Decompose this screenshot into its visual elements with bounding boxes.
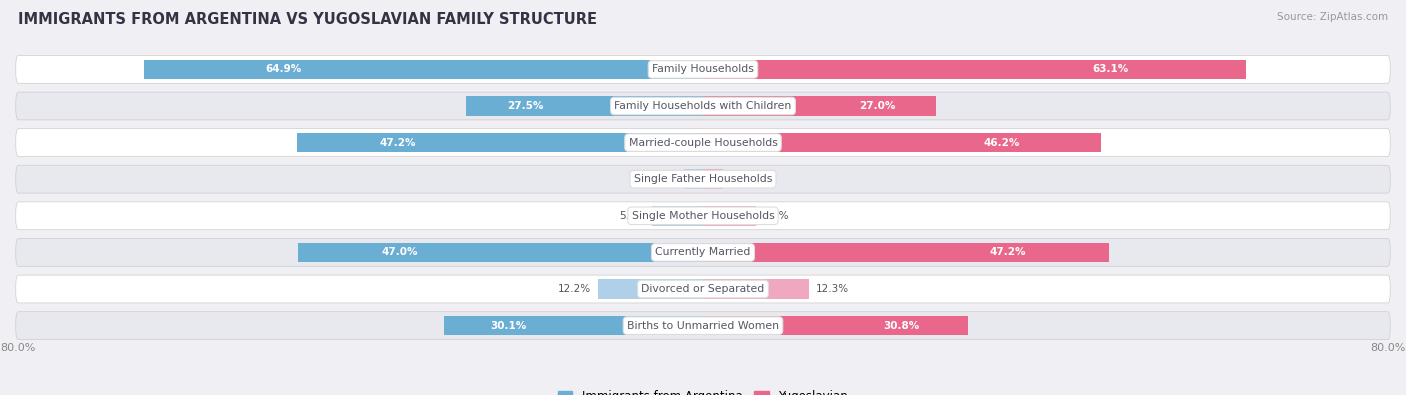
Text: 80.0%: 80.0% [0, 342, 37, 353]
Bar [652, 206, 703, 226]
Text: Married-couple Households: Married-couple Households [628, 137, 778, 148]
Text: 27.5%: 27.5% [508, 101, 544, 111]
Bar [703, 316, 969, 335]
FancyBboxPatch shape [15, 165, 1391, 193]
Text: Family Households with Children: Family Households with Children [614, 101, 792, 111]
Text: Source: ZipAtlas.com: Source: ZipAtlas.com [1277, 12, 1388, 22]
Text: 6.1%: 6.1% [762, 211, 789, 221]
Text: IMMIGRANTS FROM ARGENTINA VS YUGOSLAVIAN FAMILY STRUCTURE: IMMIGRANTS FROM ARGENTINA VS YUGOSLAVIAN… [18, 12, 598, 27]
Bar [598, 279, 703, 299]
Text: 80.0%: 80.0% [1369, 342, 1406, 353]
Text: 47.2%: 47.2% [990, 247, 1026, 258]
FancyBboxPatch shape [15, 312, 1391, 340]
Text: 63.1%: 63.1% [1092, 64, 1129, 74]
Text: Births to Unmarried Women: Births to Unmarried Women [627, 321, 779, 331]
Bar [703, 169, 723, 189]
FancyBboxPatch shape [15, 129, 1391, 156]
Text: 12.3%: 12.3% [815, 284, 849, 294]
Text: 46.2%: 46.2% [983, 137, 1019, 148]
FancyBboxPatch shape [15, 92, 1391, 120]
Text: Single Father Households: Single Father Households [634, 174, 772, 184]
Text: 2.3%: 2.3% [730, 174, 756, 184]
Text: 47.0%: 47.0% [381, 247, 418, 258]
Bar [685, 169, 703, 189]
Bar [703, 60, 1246, 79]
Legend: Immigrants from Argentina, Yugoslavian: Immigrants from Argentina, Yugoslavian [554, 385, 852, 395]
Text: Divorced or Separated: Divorced or Separated [641, 284, 765, 294]
FancyBboxPatch shape [15, 239, 1391, 266]
FancyBboxPatch shape [15, 275, 1391, 303]
Text: 64.9%: 64.9% [266, 64, 302, 74]
Text: 12.2%: 12.2% [558, 284, 591, 294]
Text: 30.1%: 30.1% [491, 321, 527, 331]
Text: Single Mother Households: Single Mother Households [631, 211, 775, 221]
Text: Family Households: Family Households [652, 64, 754, 74]
Bar [298, 243, 703, 262]
Text: 47.2%: 47.2% [380, 137, 416, 148]
Bar [143, 60, 703, 79]
Bar [297, 133, 703, 152]
Bar [703, 133, 1101, 152]
Bar [467, 96, 703, 116]
Text: 2.2%: 2.2% [651, 174, 678, 184]
Bar [703, 96, 935, 116]
Text: 27.0%: 27.0% [859, 101, 896, 111]
Bar [703, 243, 1109, 262]
FancyBboxPatch shape [15, 202, 1391, 230]
Text: 5.9%: 5.9% [619, 211, 645, 221]
Bar [703, 279, 808, 299]
Bar [444, 316, 703, 335]
Text: 30.8%: 30.8% [884, 321, 920, 331]
FancyBboxPatch shape [15, 55, 1391, 83]
Bar [703, 206, 755, 226]
Text: Currently Married: Currently Married [655, 247, 751, 258]
